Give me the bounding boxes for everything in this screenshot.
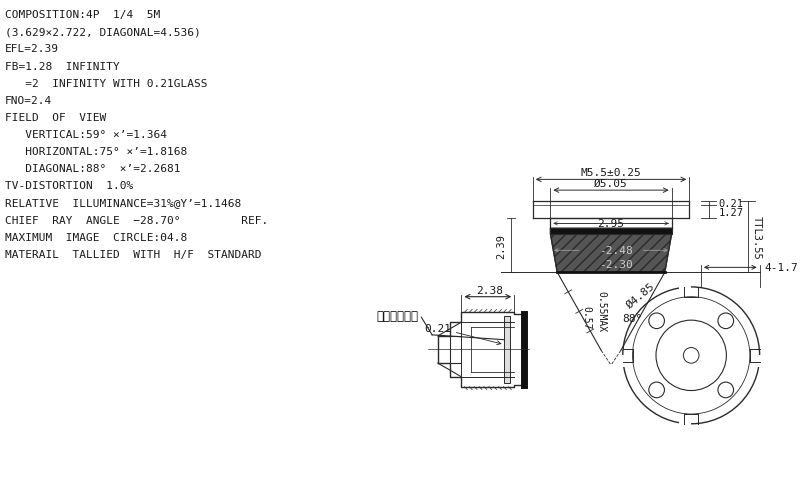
Text: (3.629×2.722, DIAGONAL=4.536): (3.629×2.722, DIAGONAL=4.536) xyxy=(5,27,201,37)
Text: EFL=2.39: EFL=2.39 xyxy=(5,44,59,54)
Text: COMPOSITION:4P  1/4  5M: COMPOSITION:4P 1/4 5M xyxy=(5,10,160,20)
Circle shape xyxy=(649,382,665,398)
Text: 0.21: 0.21 xyxy=(425,324,452,333)
Text: =2  INFINITY WITH 0.21GLASS: =2 INFINITY WITH 0.21GLASS xyxy=(5,79,207,88)
Text: 双镜防水玻璃: 双镜防水玻璃 xyxy=(376,309,418,322)
Text: FIELD  OF  VIEW: FIELD OF VIEW xyxy=(5,113,106,123)
Text: 0.55MAX: 0.55MAX xyxy=(596,290,606,331)
Text: FNO=2.4: FNO=2.4 xyxy=(5,96,52,106)
Polygon shape xyxy=(550,229,672,235)
Polygon shape xyxy=(550,229,672,273)
Text: MATERAIL  TALLIED  WITH  H/F  STANDARD: MATERAIL TALLIED WITH H/F STANDARD xyxy=(5,249,262,259)
Text: 0.57: 0.57 xyxy=(582,305,591,328)
FancyBboxPatch shape xyxy=(679,280,691,294)
FancyBboxPatch shape xyxy=(753,356,766,367)
Circle shape xyxy=(718,313,734,329)
FancyBboxPatch shape xyxy=(679,417,691,431)
Text: RELATIVE  ILLUMINANCE=31%@Y’=1.1468: RELATIVE ILLUMINANCE=31%@Y’=1.1468 xyxy=(5,198,241,208)
Text: MAXIMUM  IMAGE  CIRCLE:Θ4.8: MAXIMUM IMAGE CIRCLE:Θ4.8 xyxy=(5,232,187,242)
Text: Ø4.85: Ø4.85 xyxy=(625,280,657,310)
Text: TV-DISTORTION  1.0%: TV-DISTORTION 1.0% xyxy=(5,181,133,191)
Text: HORIZONTAL:75° ×’=1.8168: HORIZONTAL:75° ×’=1.8168 xyxy=(5,147,187,157)
FancyBboxPatch shape xyxy=(616,356,630,367)
Text: 1.27: 1.27 xyxy=(718,207,743,217)
Text: Ø5.05: Ø5.05 xyxy=(594,179,628,189)
Text: FB=1.28  INFINITY: FB=1.28 INFINITY xyxy=(5,61,120,72)
Text: VERTICAL:59° ×’=1.364: VERTICAL:59° ×’=1.364 xyxy=(5,130,167,140)
Text: 2.38: 2.38 xyxy=(476,285,503,295)
Text: -2.48: -2.48 xyxy=(599,246,633,256)
Text: CHIEF  RAY  ANGLE  −28.70°         REF.: CHIEF RAY ANGLE −28.70° REF. xyxy=(5,215,268,225)
Text: 2.95: 2.95 xyxy=(598,219,625,229)
Bar xyxy=(505,317,510,383)
Text: 2.39: 2.39 xyxy=(497,233,506,258)
Text: DIAGONAL:88°  ×’=2.2681: DIAGONAL:88° ×’=2.2681 xyxy=(5,164,180,174)
Text: M5.5±0.25: M5.5±0.25 xyxy=(581,168,642,178)
Text: TTL3.55: TTL3.55 xyxy=(752,215,762,259)
Text: 4-1.7: 4-1.7 xyxy=(765,263,798,273)
Circle shape xyxy=(649,313,665,329)
Circle shape xyxy=(718,382,734,398)
Text: -2.30: -2.30 xyxy=(599,260,633,270)
Text: 0.21: 0.21 xyxy=(718,198,743,208)
Text: 88°: 88° xyxy=(622,313,642,324)
